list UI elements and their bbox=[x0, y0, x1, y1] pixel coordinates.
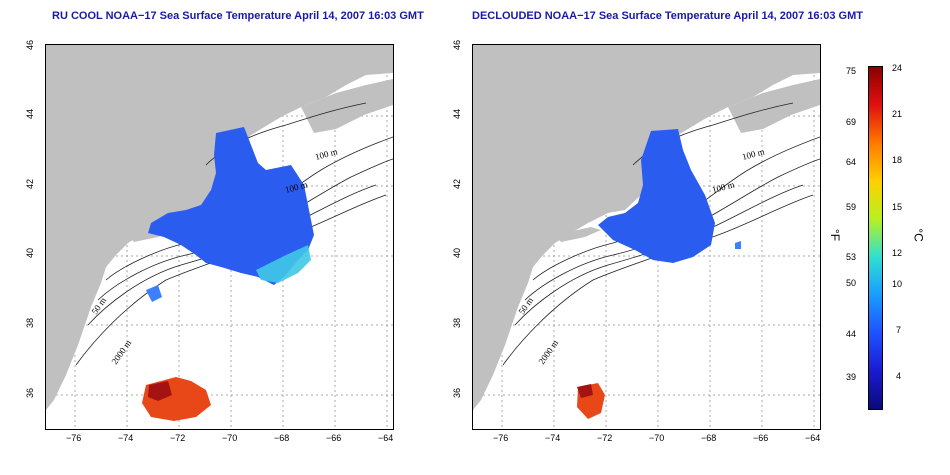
x-tick-label: −70 bbox=[649, 433, 665, 443]
x-tick-label: −74 bbox=[545, 433, 561, 443]
colorbar-f-tick: 44 bbox=[846, 329, 857, 339]
x-tick-label: −74 bbox=[118, 433, 134, 443]
contour-label: 100 m bbox=[314, 146, 339, 162]
x-tick-label: −72 bbox=[170, 433, 186, 443]
x-tick-label: −64 bbox=[805, 433, 821, 443]
colorbar-c-tick: 10 bbox=[892, 279, 903, 289]
contour-label: 100 m bbox=[741, 146, 766, 162]
y-tick-label: 42 bbox=[25, 178, 36, 190]
x-tick-label: −68 bbox=[274, 433, 290, 443]
left-panel-title: RU COOL NOAA−17 Sea Surface Temperature … bbox=[52, 10, 424, 22]
sst-small-spot bbox=[735, 241, 741, 249]
y-tick-label: 44 bbox=[452, 108, 463, 120]
land-mass bbox=[473, 45, 820, 410]
x-tick-label: −70 bbox=[222, 433, 238, 443]
y-tick-label: 42 bbox=[452, 178, 463, 190]
temperature-colorbar bbox=[868, 66, 883, 410]
colorbar-f-tick: 75 bbox=[846, 66, 857, 76]
sst-shelf-warm-edge bbox=[256, 245, 311, 283]
y-tick-label: 46 bbox=[452, 39, 463, 51]
left-map-panel: 100 m 100 m 50 m 2000 m bbox=[45, 44, 394, 430]
colorbar-f-tick: 50 bbox=[846, 278, 857, 288]
x-tick-label: −66 bbox=[326, 433, 342, 443]
colorbar-f-tick: 59 bbox=[846, 202, 857, 212]
right-map-panel: 100 m 100 m 50 m 2000 m bbox=[472, 44, 821, 430]
contour-label: 2000 m bbox=[109, 338, 133, 366]
colorbar-c-tick: 15 bbox=[892, 202, 903, 212]
y-tick-label: 40 bbox=[25, 247, 36, 259]
y-tick-label: 38 bbox=[25, 317, 36, 329]
colorbar-f-tick: 53 bbox=[846, 252, 857, 262]
contour-label: 100 m bbox=[711, 179, 736, 195]
sst-cold-patch bbox=[148, 127, 314, 285]
colorbar-c-tick: 24 bbox=[892, 63, 903, 73]
x-tick-label: −72 bbox=[597, 433, 613, 443]
colorbar-c-tick: 18 bbox=[892, 155, 903, 165]
y-tick-label: 46 bbox=[25, 39, 36, 51]
y-tick-label: 40 bbox=[452, 247, 463, 259]
colorbar-f-tick: 69 bbox=[846, 117, 857, 127]
colorbar-unit-f: °F bbox=[828, 228, 843, 242]
colorbar-c-tick: 12 bbox=[892, 248, 903, 258]
x-tick-label: −66 bbox=[753, 433, 769, 443]
right-map-svg: 100 m 100 m 50 m 2000 m bbox=[473, 45, 820, 429]
colorbar-c-tick: 21 bbox=[892, 109, 903, 119]
sst-cold-patch bbox=[598, 129, 715, 263]
y-tick-label: 44 bbox=[25, 108, 36, 120]
colorbar-unit-c: °C bbox=[911, 228, 926, 242]
right-panel-title: DECLOUDED NOAA−17 Sea Surface Temperatur… bbox=[472, 10, 863, 22]
y-tick-label: 38 bbox=[452, 317, 463, 329]
long-island bbox=[555, 227, 601, 242]
land-mass bbox=[46, 45, 393, 410]
colorbar-f-tick: 39 bbox=[846, 372, 857, 382]
left-map-svg: 100 m 100 m 50 m 2000 m bbox=[46, 45, 393, 429]
x-tick-label: −64 bbox=[378, 433, 394, 443]
colorbar-c-tick: 7 bbox=[896, 325, 902, 335]
nova-scotia bbox=[728, 79, 820, 133]
x-tick-label: −68 bbox=[701, 433, 717, 443]
x-tick-label: −76 bbox=[66, 433, 82, 443]
sst-gulf-stream-warm bbox=[142, 377, 211, 421]
nova-scotia bbox=[301, 79, 393, 133]
contour-label: 2000 m bbox=[536, 338, 560, 366]
sst-gulf-stream-hot bbox=[148, 381, 172, 401]
sst-south-spot bbox=[146, 285, 162, 302]
colorbar-c-tick: 4 bbox=[896, 371, 902, 381]
y-tick-label: 36 bbox=[452, 387, 463, 399]
sst-gulf-stream-hot bbox=[577, 384, 593, 398]
x-tick-label: −76 bbox=[493, 433, 509, 443]
y-tick-label: 36 bbox=[25, 387, 36, 399]
colorbar-f-tick: 64 bbox=[846, 157, 857, 167]
